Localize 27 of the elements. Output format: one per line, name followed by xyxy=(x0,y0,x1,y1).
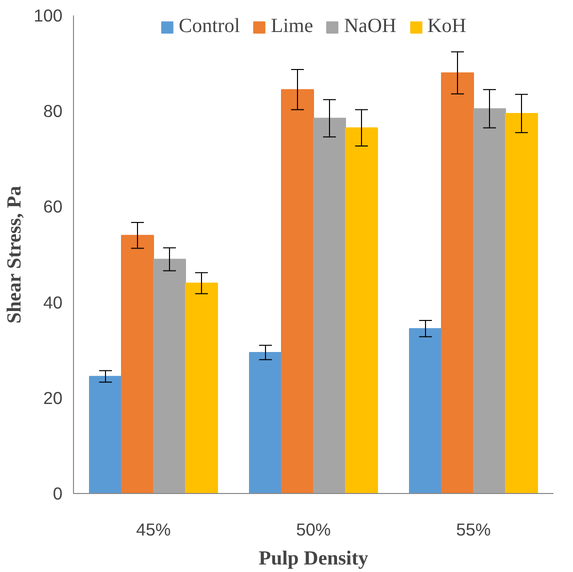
bar xyxy=(185,282,218,494)
y-tick-label: 80 xyxy=(43,101,63,122)
bar xyxy=(153,258,186,494)
x-tick-label: 45% xyxy=(136,520,171,540)
bar xyxy=(313,118,346,494)
y-tick-label: 0 xyxy=(52,484,63,504)
x-tick-label: 55% xyxy=(456,520,491,540)
bar xyxy=(473,108,506,494)
bar xyxy=(409,328,442,494)
y-axis-title: Shear Stress, Pa xyxy=(4,186,26,324)
bar xyxy=(505,112,538,494)
bar xyxy=(89,376,122,494)
y-tick-label: 20 xyxy=(43,388,63,408)
legend-label: NaOH xyxy=(344,15,396,38)
y-tick-label: 40 xyxy=(43,292,63,312)
legend-label: Control xyxy=(178,15,240,38)
x-axis-title: Pulp Density xyxy=(258,548,368,570)
bar xyxy=(121,234,154,494)
x-tick-label: 50% xyxy=(296,520,331,540)
y-tick-label: 100 xyxy=(34,6,63,26)
legend-label: Lime xyxy=(270,15,314,38)
bar xyxy=(441,72,474,494)
legend-label: KoH xyxy=(427,15,466,38)
y-tick-label: 60 xyxy=(43,196,63,217)
bar xyxy=(281,89,314,494)
bar xyxy=(249,352,282,494)
bar xyxy=(345,127,378,494)
